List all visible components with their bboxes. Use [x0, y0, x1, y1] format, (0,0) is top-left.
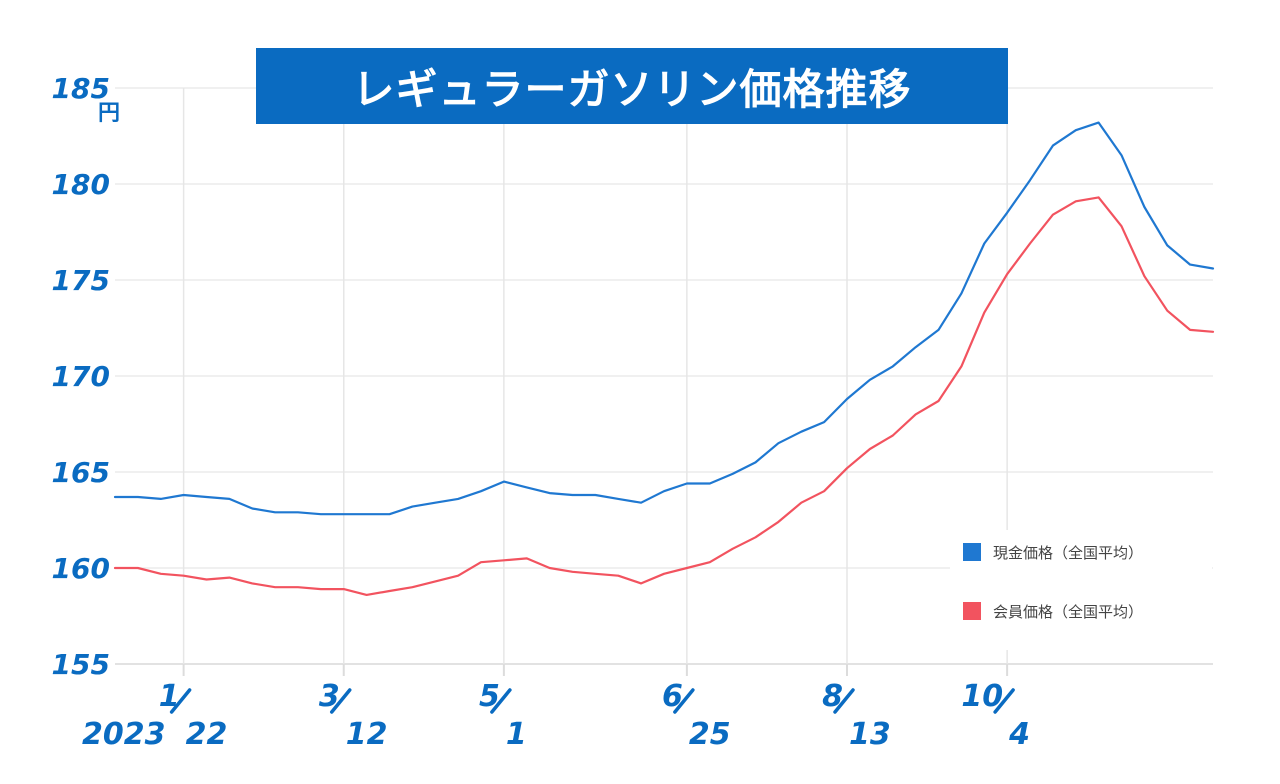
y-tick-label: 160: [52, 552, 110, 585]
x-tick-month: 5: [479, 679, 500, 714]
legend-background: [950, 530, 1212, 650]
x-tick-slash: [169, 688, 192, 714]
legend-label: 現金価格（全国平均）: [993, 544, 1143, 562]
y-tick-label: 170: [52, 360, 110, 393]
x-tick-day: 1: [506, 717, 527, 752]
year-label: 2023: [82, 717, 166, 752]
y-axis-ticks: 155 160 165 170 175 180 185: [52, 72, 110, 681]
x-tick-slash: [490, 688, 512, 714]
x-tick-month: 6: [662, 679, 683, 714]
x-tick-month: 1: [159, 679, 180, 714]
x-tick-slash: [833, 688, 855, 714]
series-line-cash-price: [113, 121, 1215, 516]
x-tick-month: 8: [822, 679, 843, 714]
legend-label: 会員価格（全国平均）: [993, 603, 1143, 621]
y-tick-label: 180: [52, 168, 110, 201]
x-tick-month: 3: [319, 679, 340, 714]
series-line-member-price: [113, 196, 1215, 597]
y-tick-label: 165: [52, 456, 110, 489]
legend-swatch: [963, 543, 981, 561]
y-tick-label: 175: [52, 264, 110, 297]
x-tick-day: 25: [689, 717, 731, 752]
chart-title: レギュラーガソリン価格推移: [256, 48, 1008, 124]
legend-swatch: [963, 602, 981, 620]
x-tick-day: 13: [849, 717, 891, 752]
x-tick-day: 12: [346, 717, 388, 752]
y-tick-label: 155: [52, 648, 110, 681]
series-lines: [113, 121, 1215, 597]
x-tick-slash: [330, 688, 352, 714]
x-tick-day: 22: [186, 717, 228, 752]
x-tick-day: 4: [1008, 717, 1030, 752]
x-tick-slash: [673, 688, 695, 714]
y-axis-unit: 円: [98, 101, 120, 126]
legend: 現金価格（全国平均） 会員価格（全国平均）: [950, 530, 1212, 650]
x-tick-slash: [993, 688, 1015, 714]
y-tick-label: 185: [52, 72, 110, 105]
